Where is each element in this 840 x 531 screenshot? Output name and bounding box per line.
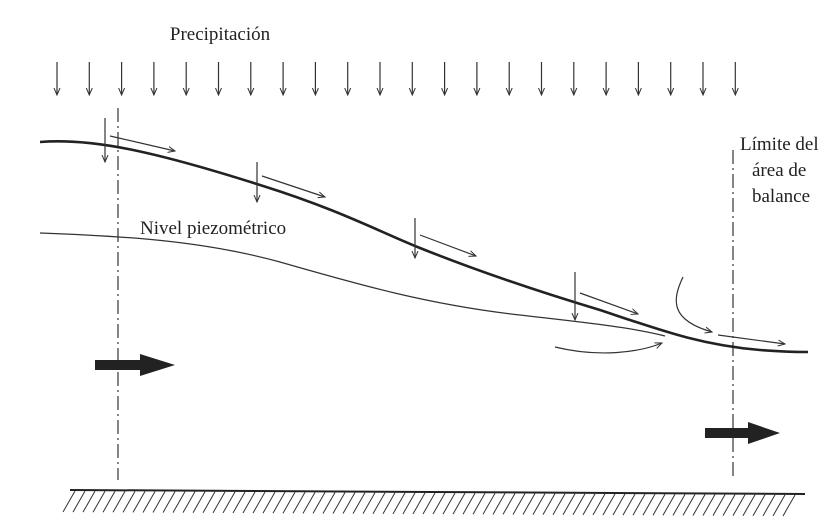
hatch-line [132,491,146,513]
hatch-line [372,492,386,514]
hatch-line [682,494,696,516]
hatch-line [212,491,226,514]
hatch-line [182,491,196,513]
hatch-line [342,492,356,514]
hatch-line [442,492,456,515]
hatch-line [472,493,486,515]
hatch-line [192,491,206,513]
water-table [39,139,809,354]
hatch-line [752,494,766,517]
hatch-line [642,493,656,516]
hatch-line [612,493,626,516]
hatch-line [562,493,576,515]
hatch-line [762,494,776,517]
hatch-line [582,493,596,516]
impermeable-base [69,489,806,495]
hatch-line [702,494,716,516]
hatch-line [382,492,396,515]
hatch-line [312,492,326,514]
hatch-line [332,492,346,514]
limit-label-2: área de [752,160,806,181]
hatch-line [602,493,616,516]
hatch-line [432,492,446,515]
hatch-line [632,493,646,516]
hatch-line [402,492,416,515]
hatch-line [232,491,246,514]
limit-label-1: Límite del [740,134,819,155]
hatch-line [302,492,316,514]
precipitation-label: Precipitación [170,24,271,45]
hatch-line [452,492,466,515]
hatch-line [272,491,286,514]
hatch-line [112,491,126,513]
hatch-line [102,490,116,513]
hatch-line [692,494,706,516]
hatch-line [732,494,746,516]
hatch-line [62,490,76,513]
hatch-line [712,494,726,516]
hatch-line [162,491,176,513]
hatch-line [412,492,426,515]
hatch-line [252,491,266,514]
hatch-line [772,494,786,517]
hatch-line [782,494,796,517]
limit-label-3: balance [752,186,810,207]
hatch-line [352,492,366,514]
hatch-line [422,492,436,515]
hatch-line [722,494,736,516]
hatch-line [512,493,526,515]
hatch-line [152,491,166,513]
hatch-line [242,491,256,514]
piezometric-label: Nivel piezométrico [140,218,286,239]
hatch-line [462,492,476,515]
outflow-arrow [705,422,780,444]
hatch-line [172,491,186,513]
piezometric-line [39,232,666,337]
hatch-line [82,490,96,513]
hatch-line [572,493,586,516]
hatch-line [592,493,606,516]
hatch-line [262,491,276,514]
base-hatching [62,490,796,517]
hatch-line [672,494,686,516]
hatch-line [482,493,496,515]
hatch-line [202,491,216,514]
hatch-line [392,492,406,515]
hatch-line [222,491,236,514]
hatch-line [122,491,136,513]
hatch-line [142,491,156,513]
hatch-line [662,494,676,516]
hatch-line [552,493,566,515]
hatch-line [362,492,376,514]
hatch-line [322,492,336,514]
hatch-line [742,494,756,516]
flow-arrows [105,118,785,354]
hatch-line [542,493,556,515]
hatch-line [292,492,306,514]
hatch-line [492,493,506,515]
hatch-line [652,493,666,516]
hatch-line [282,491,296,514]
hatch-line [532,493,546,515]
inflow-arrow [95,354,175,376]
hatch-line [72,490,86,513]
hatch-line [502,493,516,515]
rain-arrows [57,62,735,95]
hatch-line [622,493,636,516]
hatch-line [92,490,106,513]
hatch-line [522,493,536,515]
